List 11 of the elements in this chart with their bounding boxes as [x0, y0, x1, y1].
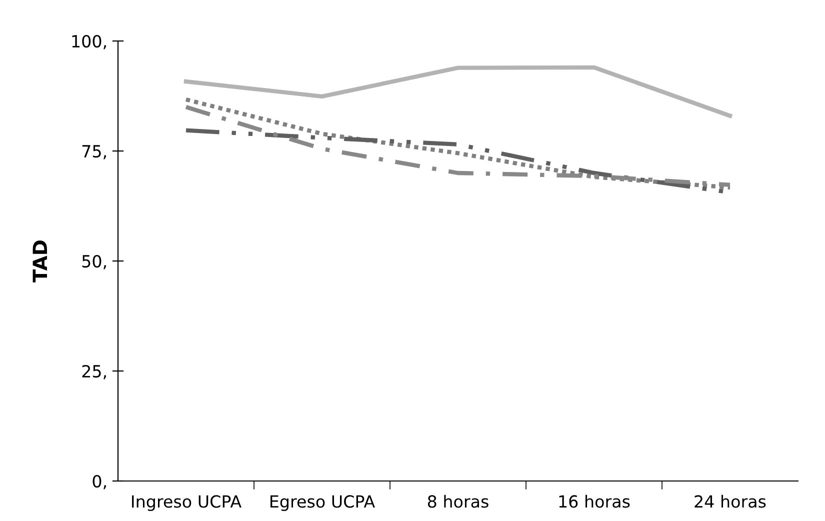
x-tick-label: 24 horas [694, 494, 766, 508]
x-tick-label: Egreso UCPA [270, 495, 375, 512]
y-tick-label: 25, [82, 364, 106, 380]
y-tick-label: 0, [92, 474, 106, 490]
y-tick-label: 75, [82, 145, 106, 160]
y-tick-label: 50, [82, 254, 106, 270]
y-axis-title: TAD [32, 240, 47, 282]
x-tick-label: Ingreso UCPA [132, 495, 242, 512]
x-tick-label: 8 horas [428, 494, 488, 508]
x-tick-label: 16 horas [559, 494, 630, 508]
y-tick-label: 100, [72, 34, 106, 50]
